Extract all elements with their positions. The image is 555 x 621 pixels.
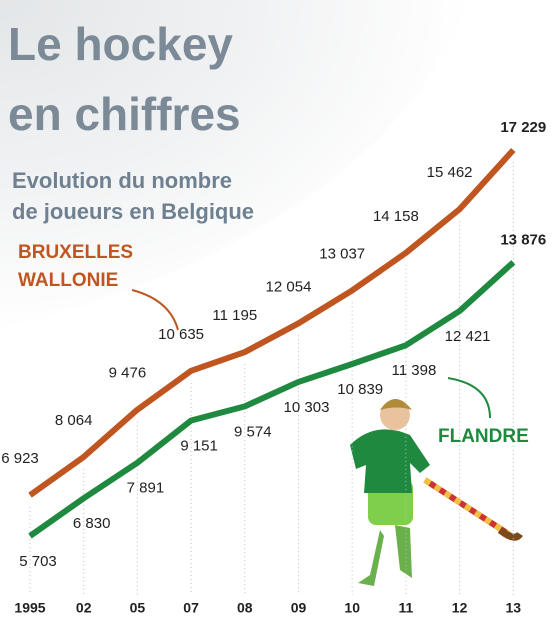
data-label: 13 037 xyxy=(319,245,365,262)
subtitle: Evolution du nombre xyxy=(12,168,232,193)
chart-title: en chiffres xyxy=(8,88,241,140)
connector xyxy=(448,378,490,418)
connector xyxy=(132,290,178,330)
data-label: 15 462 xyxy=(427,164,473,181)
legend-label: FLANDRE xyxy=(438,426,529,447)
data-label: 10 839 xyxy=(337,381,383,398)
x-tick-label: 1995 xyxy=(14,600,45,616)
x-tick-label: 12 xyxy=(452,600,468,616)
legend-label: WALLONIE xyxy=(18,270,118,291)
data-label: 9 151 xyxy=(180,437,218,454)
subtitle: de joueurs en Belgique xyxy=(12,199,254,224)
x-tick-label: 08 xyxy=(237,600,253,616)
x-tick-label: 13 xyxy=(506,600,522,616)
legend-label: BRUXELLES xyxy=(18,242,133,263)
data-label: 14 158 xyxy=(373,208,419,225)
data-label: 10 303 xyxy=(284,399,330,416)
data-label: 17 229 xyxy=(500,119,546,136)
data-label: 6 830 xyxy=(73,515,111,532)
chart-title: Le hockey xyxy=(8,18,233,70)
x-tick-label: 09 xyxy=(291,600,307,616)
x-tick-label: 07 xyxy=(183,600,199,616)
data-label: 7 891 xyxy=(127,480,165,497)
data-label: 9 476 xyxy=(109,365,147,382)
data-label: 13 876 xyxy=(500,231,546,248)
x-tick-label: 11 xyxy=(398,600,413,616)
data-label: 12 421 xyxy=(445,328,491,345)
data-label: 11 195 xyxy=(212,307,257,324)
chart: Le hockey en chiffres Evolution du nombr… xyxy=(0,0,555,621)
line xyxy=(30,262,513,536)
x-tick-label: 10 xyxy=(344,600,360,616)
data-label: 12 054 xyxy=(266,278,312,295)
data-label: 6 923 xyxy=(1,450,39,467)
data-label: 5 703 xyxy=(19,553,57,570)
data-label: 11 398 xyxy=(392,362,437,379)
data-label: 8 064 xyxy=(55,412,93,429)
x-tick-label: 02 xyxy=(76,600,92,616)
data-label: 10 635 xyxy=(158,326,204,343)
x-tick-label: 05 xyxy=(130,600,146,616)
data-label: 9 574 xyxy=(234,423,272,440)
